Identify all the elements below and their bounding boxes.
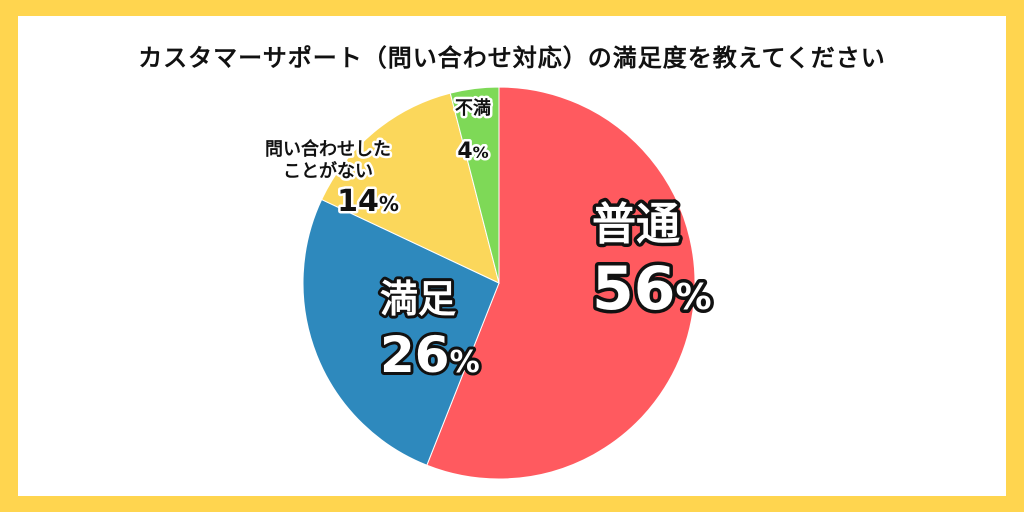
slice-value-label-3: 4%	[457, 139, 488, 164]
pie-slice-1	[302, 198, 500, 466]
slice-value-label-1: 26%	[380, 326, 480, 384]
slice-value-label-0: 56%	[592, 254, 712, 324]
slice-name-label-3: 不満	[455, 97, 491, 119]
slice-name-label-1: 満足	[380, 277, 456, 321]
slice-name-label-0: 普通	[592, 199, 680, 250]
slice-name-label-2: 問い合わせしたことがない	[265, 138, 391, 182]
chart-title: カスタマーサポート（問い合わせ対応）の満足度を教えてください	[138, 44, 886, 72]
pie-slice-0	[426, 86, 696, 480]
pie-slice-3	[449, 86, 500, 284]
pie-slice-2	[320, 92, 500, 284]
slice-value-label-2: 14%	[337, 184, 399, 219]
chart-frame: カスタマーサポート（問い合わせ対応）の満足度を教えてください 普通 56% 満足 26…	[18, 16, 1006, 496]
